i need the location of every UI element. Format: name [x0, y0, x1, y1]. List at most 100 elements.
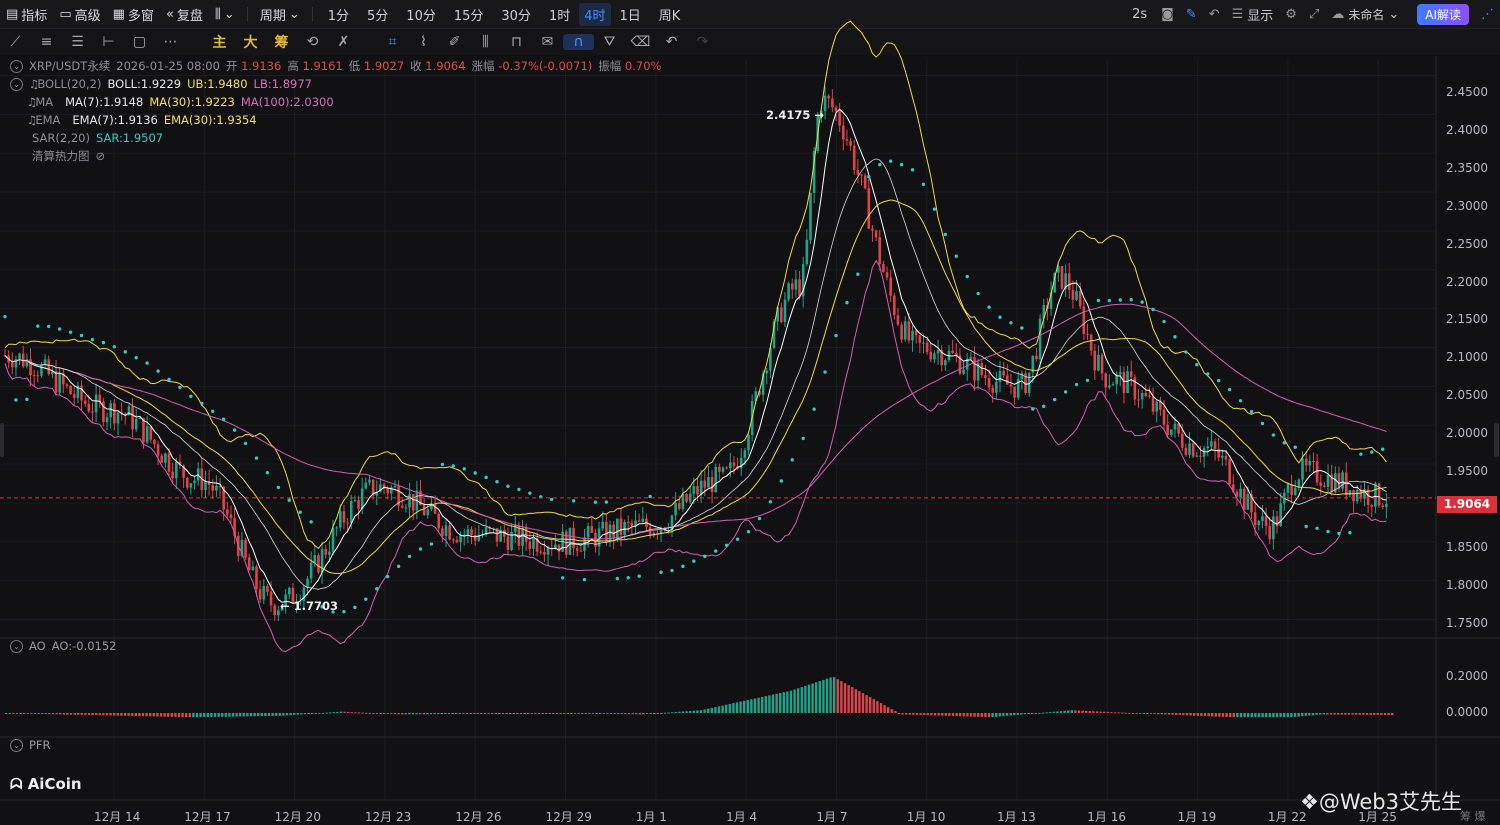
chip-button[interactable]: 筹 [274, 35, 289, 51]
sar-dot [440, 462, 445, 467]
ruler-icon[interactable]: ⌇ [420, 34, 427, 50]
ao-bar [861, 693, 865, 713]
footer-right-tools[interactable]: 筹 爆 [1460, 810, 1486, 823]
ao-bar [1203, 713, 1207, 717]
multiwindow-button[interactable]: ▦ 多窗 [107, 5, 160, 24]
sar-dot [1216, 378, 1221, 383]
crop-icon[interactable]: ⌗ [388, 34, 397, 50]
candle-body [1308, 461, 1312, 466]
timeframe-10m[interactable]: 10分 [406, 8, 436, 24]
date-axis-label: 12月 14 [94, 810, 141, 824]
ao-bar [127, 713, 130, 716]
timeframe-1d[interactable]: 1日 [619, 8, 641, 24]
fullscreen-icon[interactable]: ⤢ [1308, 6, 1320, 22]
date-axis-label: 12月 23 [364, 810, 412, 824]
timeframe-1w[interactable]: 周K [658, 8, 681, 24]
collapse-icon[interactable]: ⌄ [10, 639, 23, 653]
ao-bar [894, 711, 897, 713]
advanced-button[interactable]: ▭ 高级 [53, 5, 106, 24]
cross-out-icon[interactable]: ✗ [337, 34, 350, 50]
timeframe-15m[interactable]: 15分 [453, 8, 484, 24]
ao-bar [854, 689, 857, 713]
note-icon[interactable]: ✉ [541, 34, 554, 50]
ao-bar [379, 713, 382, 714]
refresh-interval[interactable]: 2s [1132, 6, 1148, 22]
lock-icon[interactable]: ⊓ [511, 34, 522, 50]
candles-tool-icon[interactable]: ⫼ [482, 34, 489, 50]
collapse-icon[interactable]: ⌄ [10, 59, 23, 73]
sar-dot [429, 542, 434, 546]
candle-body [291, 587, 295, 604]
period-dropdown[interactable]: 周期 ⌄ [254, 5, 306, 24]
timeframe-30m[interactable]: 30分 [501, 8, 531, 24]
trash-icon[interactable]: ⌫ [630, 34, 651, 50]
sar-dot [1020, 326, 1024, 330]
candle-body [91, 411, 94, 413]
candle-body [72, 394, 76, 398]
ao-bar [653, 713, 656, 714]
sar-dot [1271, 433, 1276, 437]
candle-body [397, 486, 400, 506]
pencil-icon[interactable]: ✎ [1185, 6, 1197, 22]
ao-bar [1272, 713, 1275, 718]
timeframe-1m[interactable]: 1分 [327, 8, 350, 24]
parallel-lines-icon[interactable]: ≡ [40, 34, 53, 50]
sar-dot [714, 549, 718, 553]
timeframe-4h[interactable]: 4时 [579, 2, 611, 26]
share-icon[interactable]: ⋰ [1481, 6, 1494, 22]
rotate-icon[interactable]: ⟲ [306, 34, 319, 50]
ao-bar [793, 689, 796, 713]
timeframe-5m[interactable]: 5分 [367, 8, 389, 24]
ao-bar [1376, 713, 1379, 715]
eye-off-icon[interactable]: ⊘ [95, 149, 106, 163]
ao-bar [869, 697, 872, 713]
ao-bar [1164, 713, 1167, 715]
collapse-icon[interactable]: ⌄ [10, 738, 23, 752]
more-dots-icon[interactable]: ⋯ [163, 34, 178, 50]
ao-bar [105, 713, 109, 716]
ao-bar [149, 713, 152, 717]
low-value: 1.9027 [363, 59, 405, 73]
timeframe-1h[interactable]: 1时 [548, 8, 571, 24]
ao-bar [926, 713, 929, 716]
replay-button[interactable]: «复盘 [160, 5, 209, 24]
sar-dot [1085, 378, 1090, 383]
candle-body [590, 526, 594, 533]
chart-type-button[interactable]: ⫼ ⌄ [209, 7, 241, 22]
ao-axis-zero: 0.0000 [1446, 705, 1488, 719]
main-force-button[interactable]: 主 [212, 35, 227, 51]
ao-bar [483, 713, 487, 714]
magnet-icon[interactable]: ∩ [563, 34, 594, 50]
sar-value: SAR:1.9507 [95, 131, 164, 145]
undo-icon[interactable]: ↶ [665, 34, 678, 50]
display-button[interactable]: 显示 [1247, 8, 1274, 24]
candle-body [1374, 483, 1377, 507]
line-tool-icon[interactable]: ⟋ [10, 34, 21, 50]
candle-body [907, 321, 911, 341]
horizontal-ray-icon[interactable]: ⊢ [102, 34, 115, 50]
sar-dot [145, 361, 149, 365]
bell-icon[interactable]: ♫ [27, 95, 38, 109]
candle-body [1381, 505, 1385, 508]
filter-icon[interactable]: ⛛ [603, 34, 616, 50]
bell-icon[interactable]: ♫ [27, 113, 38, 127]
layout-name-dropdown[interactable]: 未命名 [1348, 7, 1385, 22]
ao-bar [897, 713, 901, 714]
indicators-button[interactable]: ▤ 指标 [0, 5, 53, 24]
big-order-button[interactable]: 大 [243, 35, 258, 51]
ao-bar [350, 712, 353, 714]
ao-bar [1268, 713, 1271, 718]
undo-icon[interactable]: ↶ [1208, 6, 1220, 22]
settings-icon[interactable]: ⚙ [1285, 6, 1297, 22]
bell-icon[interactable]: ♫ [29, 77, 40, 91]
candle-body [535, 537, 539, 552]
rectangle-icon[interactable]: ▢ [132, 34, 147, 50]
horizontal-lines-icon[interactable]: ☰ [71, 34, 84, 50]
brush-icon[interactable]: ✐ [448, 34, 461, 50]
ao-bar [213, 713, 217, 717]
ai-interpret-button[interactable]: AI解读 [1417, 3, 1469, 25]
camera-icon[interactable]: ◙ [1161, 6, 1174, 22]
redo-icon[interactable]: ↷ [696, 34, 709, 50]
collapse-icon[interactable]: ⌄ [10, 77, 23, 91]
